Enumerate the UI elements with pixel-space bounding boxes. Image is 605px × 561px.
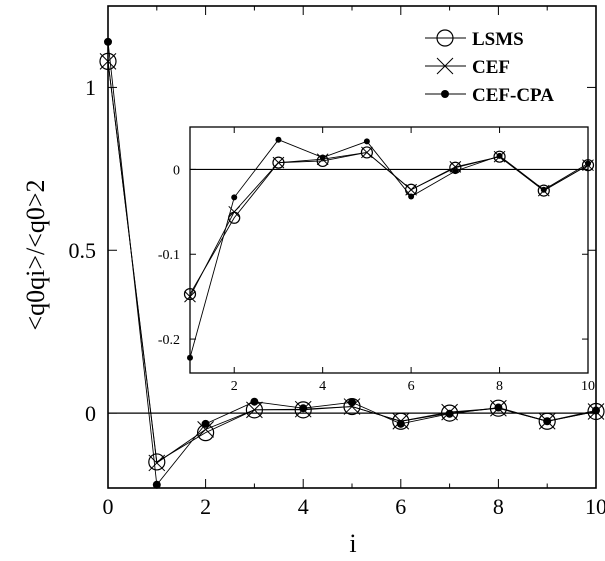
- main-point-cef-cpa: [445, 409, 454, 418]
- main-point-lsms: [587, 402, 605, 421]
- inset-point-lsms: [183, 288, 197, 301]
- inset-point-cef: [184, 290, 196, 303]
- main-point-cef-stroke-b: [99, 53, 117, 70]
- legend: LSMS CEF CEF-CPA: [425, 29, 554, 106]
- main-point-cef-cpa: [592, 406, 600, 415]
- legend-label-cef-cpa: CEF-CPA: [472, 85, 554, 106]
- inset-point-lsms: [493, 150, 506, 163]
- main-x-tick-label: 2: [200, 494, 211, 519]
- inset-point-cef-stroke-b: [228, 205, 241, 218]
- inset-y-tick-label: -0.1: [158, 248, 180, 263]
- inset-point-cef: [449, 161, 462, 173]
- main-point-cef-cpa: [201, 419, 210, 428]
- main-point-lsms: [148, 453, 166, 471]
- legend-marker-lsms: [436, 29, 454, 47]
- inset-series-line-cef-cpa: [189, 139, 589, 358]
- inset-point-cef-cpa: [363, 138, 370, 145]
- main-y-tick-label: 0: [85, 401, 96, 426]
- inset-x-tick-label: 10: [581, 379, 595, 394]
- inset-point-cef: [272, 156, 285, 169]
- main-x-tick-label: 0: [103, 494, 114, 519]
- main-point-cef-stroke-b: [246, 401, 263, 419]
- inset-point-lsms: [272, 156, 285, 169]
- inset-point-cef-cpa: [275, 136, 282, 143]
- inset-point-cef-cpa: [231, 194, 238, 201]
- inset-point-cef: [228, 205, 241, 218]
- inset-point-cef: [361, 146, 373, 159]
- inset-point-lsms: [581, 159, 595, 172]
- inset-point-cef-cpa: [452, 168, 459, 175]
- y-axis-label: <q0qi>/<q0>2: [21, 179, 50, 330]
- inset-point-cef-cpa: [585, 160, 591, 167]
- inset-x-tick-label: 4: [319, 379, 326, 394]
- inset-point-cef-stroke-b: [405, 183, 417, 196]
- main-point-lsms: [99, 52, 117, 70]
- inset-point-cef: [405, 183, 417, 196]
- legend-label-cef: CEF: [472, 57, 510, 78]
- inset-y-tick-label: 0: [173, 163, 180, 178]
- inset-frame: [189, 126, 589, 374]
- main-point-cef-cpa: [348, 398, 356, 407]
- main-x-tick-label: 4: [298, 494, 309, 519]
- main-point-cef-cpa: [104, 37, 112, 46]
- inset-point-cef-cpa: [187, 354, 193, 361]
- main-point-lsms: [294, 401, 312, 419]
- legend-marker-cef-stroke-b: [436, 57, 454, 75]
- main-point-lsms: [489, 399, 507, 417]
- main-point-cef-cpa: [494, 403, 503, 412]
- inset-point-cef-cpa: [496, 152, 503, 159]
- main-point-cef-stroke-b: [343, 398, 361, 415]
- main-point-cef-stroke-b: [197, 421, 214, 438]
- inset-series-line-cef: [189, 151, 589, 297]
- main-x-tick-label: 10: [585, 494, 605, 519]
- inset-point-cef-cpa: [408, 193, 415, 200]
- inset-point-cef-stroke-b: [361, 146, 373, 159]
- main-y-tick-label: 0.5: [69, 238, 97, 263]
- main-point-cef: [99, 53, 117, 70]
- inset-point-lsms: [360, 146, 373, 159]
- inset-x-tick-label: 6: [408, 379, 415, 394]
- main-x-tick-label: 8: [493, 494, 504, 519]
- main-point-lsms: [538, 412, 556, 430]
- inset-x-tick-label: 2: [231, 379, 238, 394]
- inset-y-tick-label: -0.2: [158, 333, 180, 348]
- main-point-cef-cpa: [299, 404, 308, 413]
- inset-point-cef-stroke-b: [184, 290, 196, 303]
- inset-point-lsms: [537, 184, 550, 197]
- main-y-tick-label: 1: [85, 75, 96, 100]
- inset-point-cef-cpa: [540, 186, 547, 193]
- main-point-cef-cpa: [396, 419, 405, 428]
- main-point-cef-cpa: [543, 417, 552, 426]
- legend-marker-cef-cpa: [441, 90, 449, 98]
- main-point-cef-cpa: [152, 480, 161, 489]
- axis-titles: i <q0qi>/<q0>2: [21, 179, 357, 558]
- legend-marker-cef: [436, 57, 454, 75]
- main-point-cef: [197, 421, 214, 438]
- main-point-cef-stroke-b: [148, 454, 166, 472]
- x-axis-label: i: [349, 529, 356, 558]
- inset-point-cef-cpa: [319, 154, 326, 161]
- inset-plot: 2 4 6 8 10 -0.2 -0.1 0: [158, 126, 595, 394]
- legend-label-lsms: LSMS: [472, 29, 524, 50]
- main-x-tick-label: 6: [395, 494, 406, 519]
- main-point-lsms: [392, 412, 410, 430]
- main-point-cef: [343, 398, 361, 415]
- inset-point-cef-stroke-b: [272, 156, 285, 169]
- inset-x-tick-label: 8: [496, 379, 503, 394]
- main-point-cef: [148, 454, 166, 472]
- main-point-lsms: [441, 404, 459, 422]
- main-point-cef-cpa: [250, 397, 259, 406]
- main-point-cef: [246, 401, 263, 419]
- inset-point-cef-stroke-b: [449, 161, 462, 173]
